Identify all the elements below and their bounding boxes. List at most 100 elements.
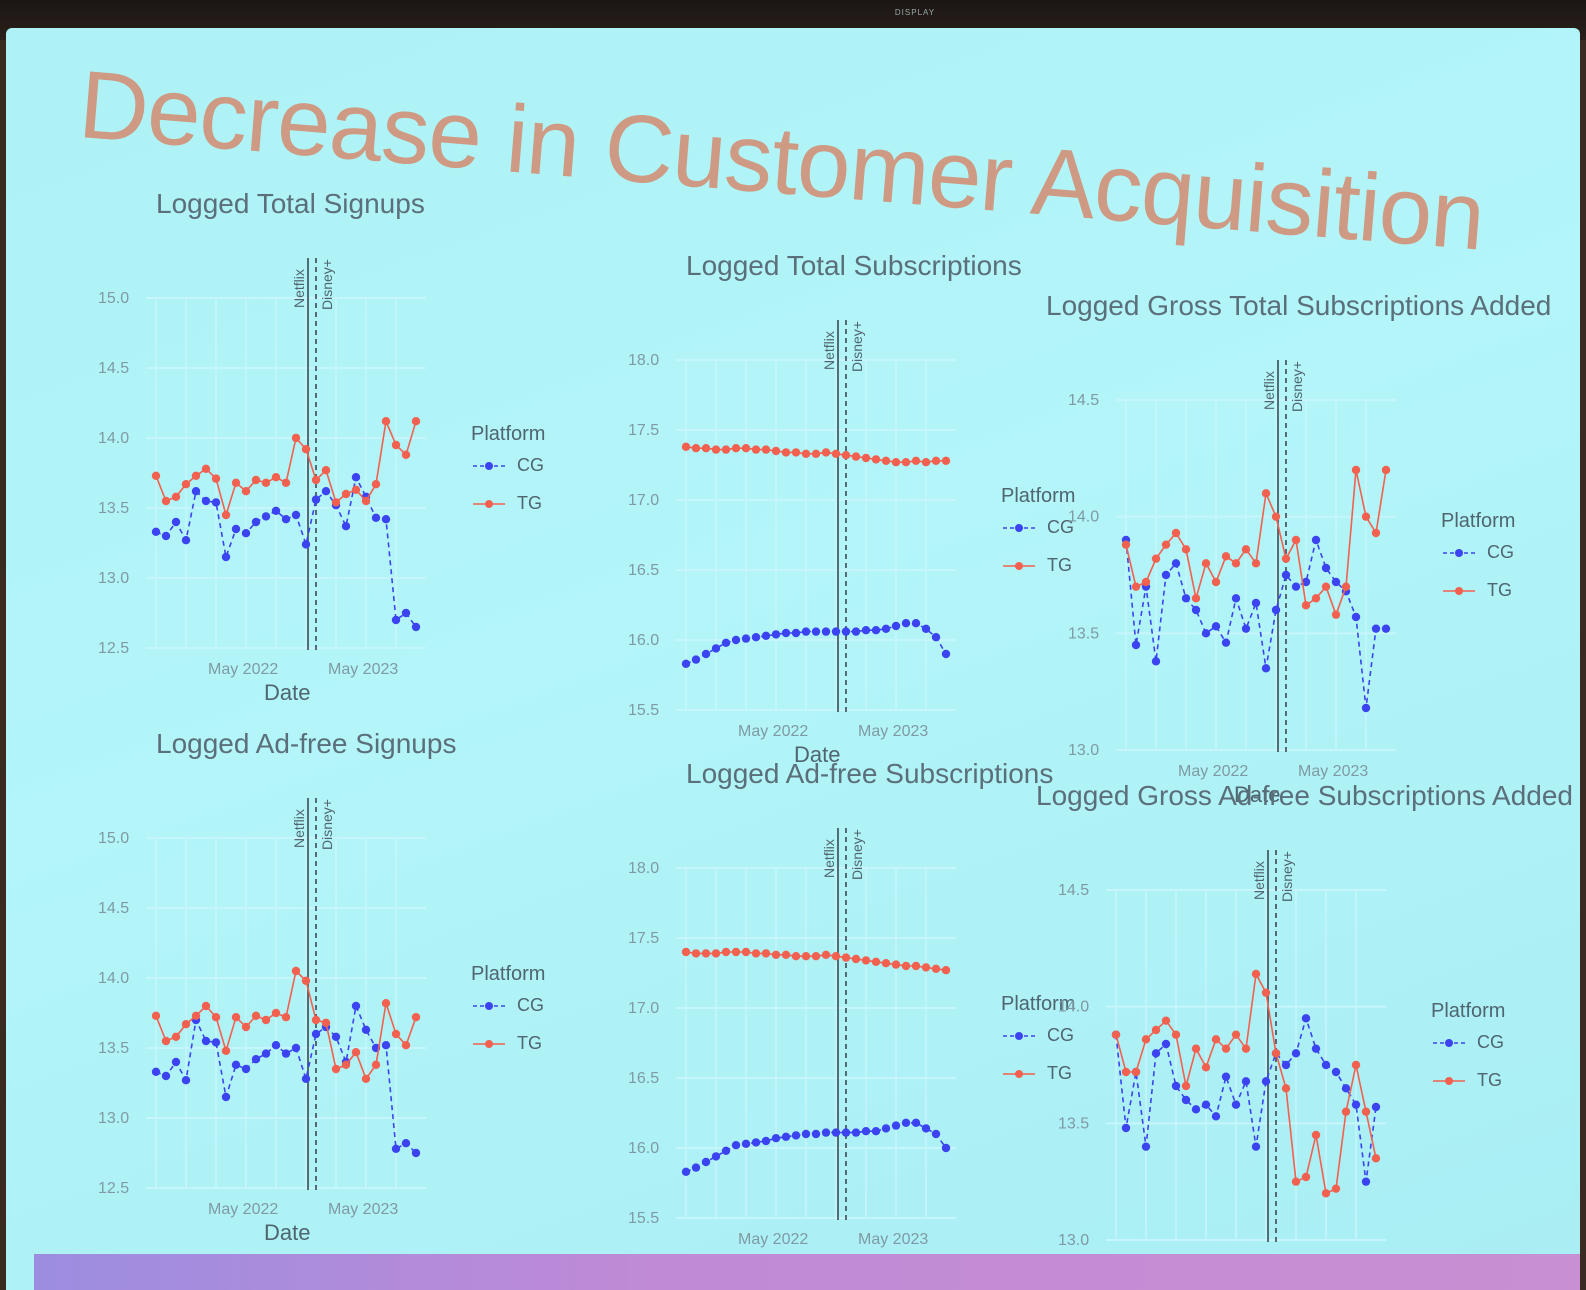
data-point-cg bbox=[841, 1128, 851, 1137]
x-axis-title: Date bbox=[1234, 782, 1280, 807]
y-tick-label: 18.0 bbox=[628, 860, 659, 877]
legend-item-cg: CG bbox=[1431, 1023, 1505, 1061]
data-point-tg bbox=[301, 976, 311, 985]
data-point-cg bbox=[1281, 570, 1291, 580]
data-point-tg bbox=[401, 1041, 411, 1050]
data-point-cg bbox=[191, 487, 201, 496]
data-point-tg bbox=[891, 960, 901, 969]
data-point-cg bbox=[1231, 594, 1241, 603]
data-point-tg bbox=[401, 450, 411, 459]
data-point-cg bbox=[751, 633, 761, 642]
data-point-tg bbox=[801, 449, 811, 458]
disney-event-label: Disney+ bbox=[849, 321, 865, 372]
data-point-cg bbox=[1191, 605, 1201, 615]
legend-key-tg bbox=[1433, 1077, 1465, 1086]
data-point-tg bbox=[161, 1036, 171, 1046]
series-line-tg bbox=[155, 418, 417, 518]
data-point-cg bbox=[881, 1124, 891, 1133]
data-point-tg bbox=[1321, 1189, 1331, 1198]
x-axis-title: Date bbox=[264, 680, 310, 705]
data-point-cg bbox=[771, 630, 781, 639]
data-point-tg bbox=[231, 478, 241, 487]
data-point-cg bbox=[761, 631, 771, 640]
data-point-cg bbox=[1381, 624, 1391, 633]
legend-label: TG bbox=[1487, 580, 1512, 600]
data-point-cg bbox=[911, 619, 921, 628]
data-point-tg bbox=[1241, 1044, 1251, 1053]
data-point-tg bbox=[211, 474, 221, 483]
netflix-event-label: Netflix bbox=[1251, 861, 1267, 900]
data-point-tg bbox=[1171, 528, 1181, 538]
data-point-tg bbox=[1381, 465, 1391, 475]
series-line-cg bbox=[155, 474, 417, 628]
data-point-cg bbox=[171, 517, 181, 527]
gridlines bbox=[676, 359, 956, 711]
chart-legend: Platform CG TG bbox=[1441, 510, 1515, 609]
data-point-tg bbox=[921, 963, 931, 972]
data-point-cg bbox=[241, 529, 251, 538]
data-point-tg bbox=[701, 949, 711, 958]
data-point-cg bbox=[1321, 563, 1331, 573]
data-point-tg bbox=[821, 950, 831, 959]
data-point-cg bbox=[261, 512, 271, 521]
data-point-tg bbox=[411, 417, 421, 426]
data-point-tg bbox=[1351, 465, 1361, 475]
data-point-cg bbox=[1371, 624, 1381, 633]
chart-panel-adfree-subscriptions: Logged Ad-free Subscriptions 15.5 16.0 16.5… bbox=[606, 758, 1096, 1275]
data-point-tg bbox=[1331, 1184, 1341, 1193]
data-point-tg bbox=[301, 445, 311, 454]
data-point-cg bbox=[1301, 1014, 1311, 1023]
data-point-cg bbox=[1331, 1067, 1341, 1077]
data-point-tg bbox=[1131, 582, 1141, 591]
data-point-cg bbox=[321, 487, 331, 496]
data-point-cg bbox=[231, 524, 241, 534]
x-tick-label: May 2022 bbox=[208, 661, 278, 678]
data-point-cg bbox=[161, 1071, 171, 1081]
data-point-cg bbox=[1311, 535, 1321, 545]
data-point-tg bbox=[1331, 610, 1341, 619]
legend-key-cg bbox=[473, 462, 505, 471]
slide-footer-band bbox=[34, 1254, 1580, 1290]
data-point-cg bbox=[1151, 657, 1161, 666]
data-point-cg bbox=[771, 1134, 781, 1143]
data-point-tg bbox=[1251, 559, 1261, 568]
data-point-cg bbox=[1131, 640, 1141, 650]
gridlines bbox=[146, 837, 426, 1189]
data-point-cg bbox=[201, 1036, 211, 1046]
data-point-tg bbox=[251, 475, 261, 485]
x-tick-label: May 2022 bbox=[1178, 763, 1248, 780]
data-point-cg bbox=[1351, 612, 1361, 622]
data-point-tg bbox=[881, 456, 891, 465]
data-point-cg bbox=[1231, 1100, 1241, 1109]
data-point-cg bbox=[1201, 629, 1211, 638]
data-point-tg bbox=[1221, 1044, 1231, 1053]
y-tick-label: 14.5 bbox=[1068, 392, 1099, 409]
data-point-tg bbox=[291, 433, 301, 443]
data-point-cg bbox=[1341, 1084, 1351, 1093]
series-line-cg bbox=[1115, 1015, 1377, 1182]
legend-item-cg: CG bbox=[471, 986, 545, 1024]
data-point-tg bbox=[811, 952, 821, 961]
legend-label: CG bbox=[1487, 542, 1514, 562]
y-tick-label: 14.0 bbox=[1068, 509, 1099, 526]
data-point-cg bbox=[301, 540, 311, 549]
data-point-cg bbox=[401, 608, 411, 618]
data-point-tg bbox=[1341, 582, 1351, 591]
legend-title: Platform bbox=[1001, 993, 1076, 1015]
data-point-cg bbox=[921, 624, 931, 633]
chart-title: Logged Ad-free Subscriptions bbox=[686, 758, 1054, 789]
y-tick-label: 17.0 bbox=[628, 492, 659, 509]
data-point-tg bbox=[1301, 1172, 1311, 1182]
netflix-event-label: Netflix bbox=[1261, 371, 1277, 410]
data-point-tg bbox=[881, 959, 891, 968]
data-point-cg bbox=[311, 495, 321, 504]
data-point-cg bbox=[1351, 1100, 1361, 1109]
disney-event-label: Disney+ bbox=[849, 829, 865, 880]
x-tick-label: May 2022 bbox=[738, 1231, 808, 1248]
chart-title: Logged Total Signups bbox=[156, 188, 425, 219]
data-point-cg bbox=[1221, 638, 1231, 647]
legend-label: CG bbox=[1047, 517, 1074, 537]
data-point-cg bbox=[1291, 582, 1301, 591]
data-point-cg bbox=[721, 638, 731, 647]
